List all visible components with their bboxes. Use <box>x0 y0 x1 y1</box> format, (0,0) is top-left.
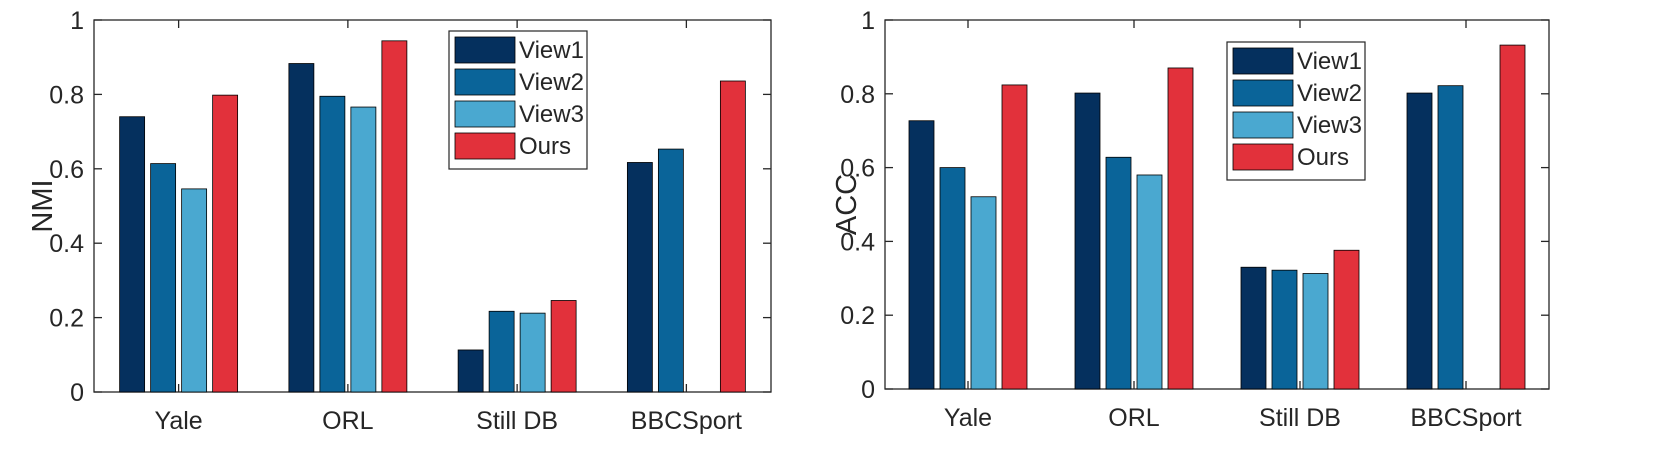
y-tick-label: 1 <box>70 7 84 35</box>
y-tick-label: 0.4 <box>49 230 84 258</box>
legend-label: View2 <box>1297 80 1362 107</box>
legend-swatch <box>454 100 516 128</box>
legend-label: View2 <box>519 69 584 96</box>
y-tick-label: 0.8 <box>49 81 84 109</box>
x-tick-label: ORL <box>322 407 374 435</box>
bar-view3-still-db <box>1302 273 1329 390</box>
y-axis-title: NMI <box>27 179 59 232</box>
axes-box <box>884 19 1550 390</box>
bar-view1-bbcsport <box>1406 92 1433 390</box>
bar-ours-orl <box>381 40 408 393</box>
bar-ours-orl <box>1167 67 1194 390</box>
bar-view3-yale <box>181 188 208 393</box>
bar-view1-orl <box>1074 92 1101 390</box>
bar-view3-orl <box>1136 174 1163 390</box>
legend-swatch <box>454 36 516 64</box>
y-tick-label: 0.2 <box>840 302 875 330</box>
x-tick-label: Still DB <box>476 407 558 435</box>
bar-view1-still-db <box>457 349 484 393</box>
bar-view2-yale <box>150 163 177 393</box>
y-tick-label: 0 <box>861 376 875 404</box>
bar-ours-still-db <box>550 300 577 393</box>
legend-label: View1 <box>1297 48 1362 75</box>
y-tick-label: 0.4 <box>840 228 875 256</box>
bar-ours-still-db <box>1333 249 1360 390</box>
legend-label: View1 <box>519 37 584 64</box>
x-tick-label: ORL <box>1108 404 1160 432</box>
y-tick-label: 0 <box>70 379 84 407</box>
legend-label: Ours <box>1297 144 1349 171</box>
bar-view3-yale <box>970 196 997 390</box>
legend-swatch <box>1232 111 1294 139</box>
bar-view1-still-db <box>1240 266 1267 390</box>
bar-view2-orl <box>319 95 346 393</box>
y-tick-label: 0.6 <box>840 155 875 183</box>
bar-view2-bbcsport <box>1437 85 1464 390</box>
bar-view3-orl <box>350 106 377 393</box>
bar-ours-yale <box>1001 84 1028 390</box>
legend-swatch <box>1232 47 1294 75</box>
bar-view1-orl <box>288 63 315 393</box>
legend-label: View3 <box>519 101 584 128</box>
y-tick-label: 1 <box>861 7 875 35</box>
bar-ours-bbcsport <box>1499 44 1526 390</box>
bar-view1-yale <box>908 120 935 390</box>
legend-swatch <box>1232 79 1294 107</box>
x-tick-label: BBCSport <box>631 407 742 435</box>
bar-view2-still-db <box>1271 269 1298 390</box>
nmi-chart: 0 0.2 0.4 0.6 0.8 1 NMI Yale ORL Still DB BBCSport… <box>27 7 772 435</box>
x-tick-label: BBCSport <box>1410 404 1521 432</box>
legend-label: View3 <box>1297 112 1362 139</box>
acc-chart: 0 0.2 0.4 0.6 0.8 1 ACC Yale ORL Still DB BBCSport… <box>831 7 1550 432</box>
x-tick-label: Yale <box>155 407 203 435</box>
legend-swatch <box>1232 143 1294 171</box>
legend-swatch <box>454 132 516 160</box>
bar-view1-yale <box>119 116 146 393</box>
x-tick-label: Yale <box>944 404 992 432</box>
x-tick-label: Still DB <box>1259 404 1341 432</box>
bar-view2-orl <box>1105 156 1132 390</box>
bar-view2-yale <box>939 167 966 390</box>
bar-ours-bbcsport <box>719 80 746 393</box>
y-tick-label: 0.2 <box>49 305 84 333</box>
bar-view3-still-db <box>519 312 546 393</box>
axes-box <box>93 19 772 393</box>
bar-ours-yale <box>212 94 239 393</box>
legend-label: Ours <box>519 133 571 160</box>
y-tick-label: 0.6 <box>49 156 84 184</box>
bar-view2-bbcsport <box>657 148 684 393</box>
y-tick-label: 0.8 <box>840 81 875 109</box>
legend-swatch <box>454 68 516 96</box>
bar-view2-still-db <box>488 310 515 393</box>
y-axis-title: ACC <box>831 174 863 235</box>
bar-view1-bbcsport <box>626 162 653 393</box>
